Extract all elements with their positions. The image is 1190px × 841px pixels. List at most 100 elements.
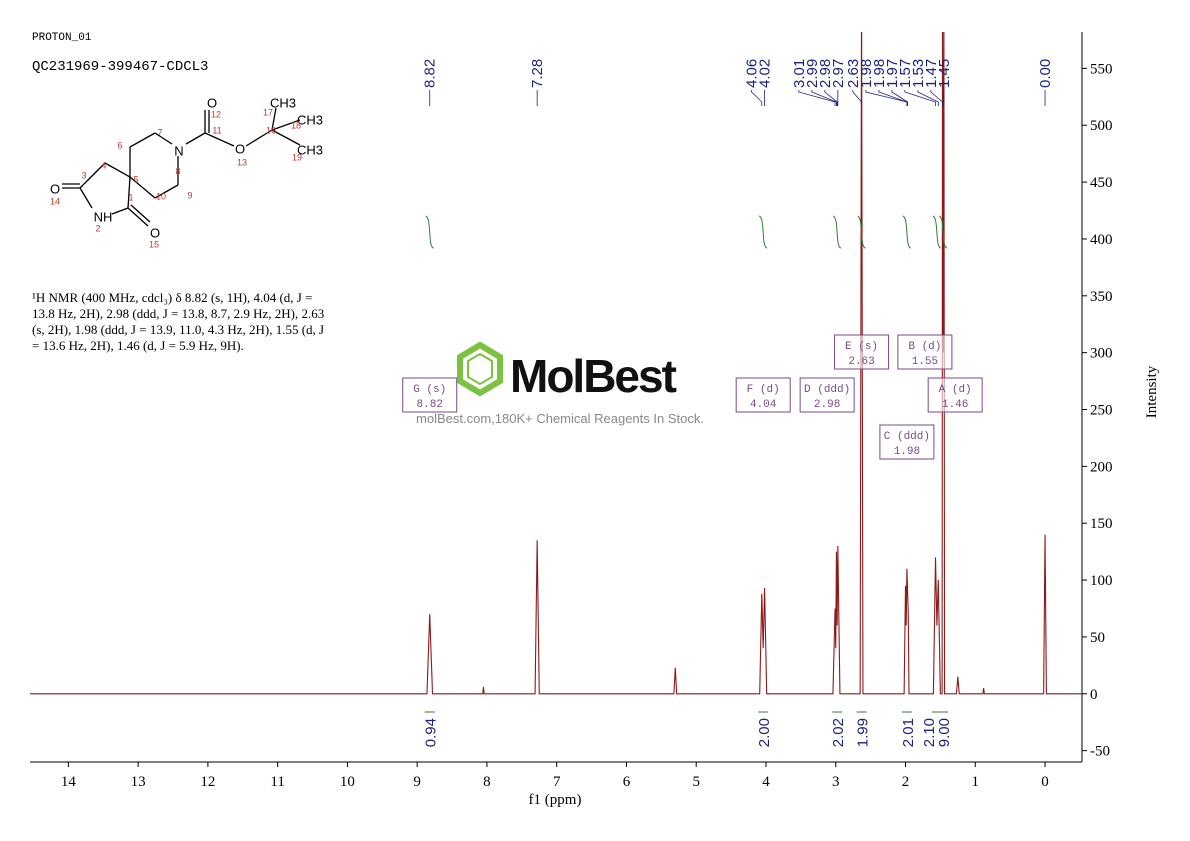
peak-label: 1.98 [871, 59, 888, 88]
x-tick-label: 10 [340, 774, 355, 790]
peak-label-connector [751, 90, 763, 106]
integral-curve [425, 215, 435, 249]
integral-curve [938, 215, 948, 249]
peak-label-connector [824, 90, 838, 106]
peak-label: 2.98 [817, 59, 834, 88]
y-tick-label: 100 [1090, 573, 1113, 589]
integral-value: 0.94 [423, 718, 440, 747]
experiment-name: PROTON_01 [32, 32, 92, 44]
peak-label-connector [891, 90, 908, 106]
multiplet-shift: 2.63 [848, 356, 874, 368]
atom-locant: 6 [117, 140, 122, 150]
x-tick-label: 1 [972, 774, 980, 790]
atom-label: CH3 [270, 95, 296, 110]
y-tick-label: 350 [1090, 289, 1113, 305]
atom-locant: 7 [157, 127, 162, 137]
integral-value: 2.01 [900, 718, 917, 747]
x-tick-label: 2 [902, 774, 910, 790]
multiplet-box [897, 334, 953, 370]
peak-label: 4.02 [757, 59, 774, 88]
multiplet-box [799, 377, 855, 413]
multiplet-shift: 2.98 [814, 399, 840, 411]
atom-label: O [235, 141, 245, 156]
y-tick-label: 50 [1090, 630, 1105, 646]
multiplet-label: C (ddd) [884, 431, 930, 443]
x-tick-label: 8 [483, 774, 491, 790]
multiplet-label: A (d) [939, 384, 972, 396]
peak-label-connector [878, 90, 908, 106]
multiplet-box [735, 377, 791, 413]
atom-label: O [207, 95, 217, 110]
y-tick-label: 300 [1090, 346, 1113, 362]
y-tick-label: 250 [1090, 403, 1113, 419]
watermark-logo [457, 341, 503, 397]
atom-locant: 4 [101, 160, 106, 170]
multiplet-label: B (d) [908, 341, 941, 353]
y-axis-label: Intensity [1144, 365, 1160, 418]
x-tick-label: 11 [270, 774, 284, 790]
x-tick-label: 14 [61, 774, 77, 790]
peak-label-connector [917, 90, 939, 106]
peak-label: 0.00 [1037, 59, 1054, 88]
multiplet-shift: 8.82 [417, 399, 443, 411]
integral-value: 2.00 [756, 718, 773, 747]
multiplet-shift: 1.98 [894, 446, 920, 458]
atom-label: CH3 [297, 142, 323, 157]
integral-curve [932, 215, 942, 249]
multiplet-label: G (s) [413, 384, 446, 396]
peak-label: 4.06 [744, 59, 761, 88]
x-tick-label: 7 [553, 774, 561, 790]
atom-locant: 2 [95, 223, 100, 233]
integral-curve [832, 215, 842, 249]
peak-label-connector [904, 90, 936, 106]
nmr-description: ¹H NMR (400 MHz, cdcl₃) δ 8.82 (s, 1H), … [32, 290, 325, 353]
atom-label: O [150, 225, 160, 240]
peak-label: 1.53 [910, 59, 927, 88]
structure-bonds [62, 107, 301, 227]
atom-locant: 13 [237, 157, 247, 167]
atom-label: NH [94, 209, 113, 224]
atom-locant: 14 [50, 196, 60, 206]
atom-locant: 12 [211, 109, 221, 119]
atom-label: N [174, 143, 183, 158]
integral-value: 2.02 [830, 718, 847, 747]
peak-label: 7.28 [529, 59, 546, 88]
x-tick-label: 5 [692, 774, 700, 790]
x-tick-label: 3 [832, 774, 840, 790]
x-tick-label: 13 [131, 774, 146, 790]
x-tick-label: 12 [200, 774, 215, 790]
x-axis-label: f1 (ppm) [529, 792, 582, 808]
atom-locant: 16 [266, 125, 276, 135]
peak-label: 1.98 [858, 59, 875, 88]
y-tick-label: 150 [1090, 516, 1113, 532]
peak-label-connector [798, 90, 836, 106]
atom-locant: 17 [263, 107, 273, 117]
multiplet-box [927, 377, 983, 413]
multiplet-shift: 1.46 [942, 399, 968, 411]
multiplet-shift: 1.55 [912, 356, 938, 368]
atom-locant: 3 [81, 170, 86, 180]
atom-label: CH3 [297, 112, 323, 127]
atom-locant: 8 [175, 166, 180, 176]
multiplet-box [402, 377, 458, 413]
integral-curve [902, 215, 912, 249]
multiplet-shift: 4.04 [750, 399, 777, 411]
y-tick-label: -50 [1090, 744, 1110, 760]
multiplet-label: E (s) [845, 341, 878, 353]
sample-name: QC231969-399467-CDCL3 [32, 59, 208, 75]
x-tick-label: 6 [623, 774, 631, 790]
peak-label-connector [852, 90, 862, 106]
atom-locant: 11 [212, 125, 221, 135]
watermark-tagline: molBest.com,180K+ Chemical Reagents In S… [416, 411, 704, 426]
y-tick-label: 0 [1090, 687, 1098, 703]
atom-locant: 9 [187, 190, 192, 200]
atom-locant: 5 [133, 174, 138, 184]
integral-curve [857, 215, 866, 249]
integral-value: 2.10 [921, 718, 938, 747]
integral-curve [758, 215, 768, 249]
peak-label-connector [811, 90, 837, 106]
atom-locant: 1 [128, 192, 133, 202]
multiplet-label: F (d) [747, 384, 780, 396]
atom-locant: 15 [149, 239, 159, 249]
watermark-brand: MolBest [510, 350, 677, 402]
